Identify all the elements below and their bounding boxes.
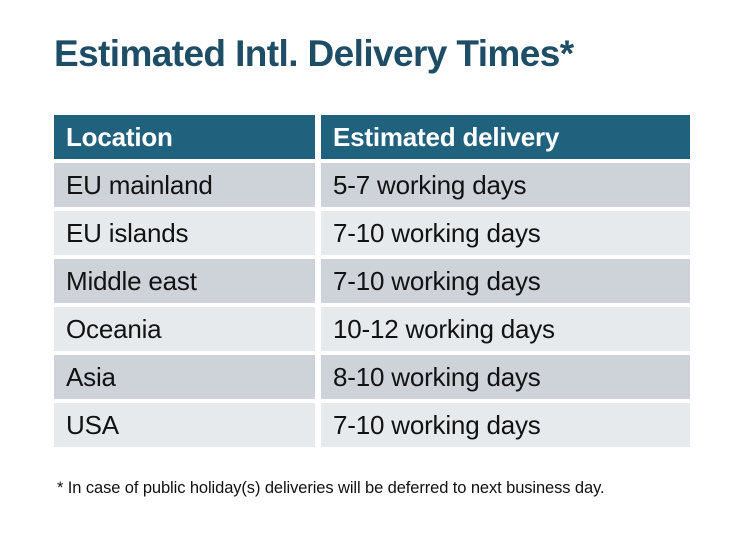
table-cell-delivery: 7-10 working days — [321, 403, 690, 447]
table-cell-delivery: 10-12 working days — [321, 307, 690, 351]
column-header-estimated-delivery: Estimated delivery — [321, 115, 690, 159]
delivery-times-table: Location Estimated delivery EU mainland … — [54, 115, 690, 447]
table-cell-location: EU mainland — [54, 163, 315, 207]
page-title: Estimated Intl. Delivery Times* — [54, 33, 574, 74]
column-header-location: Location — [54, 115, 315, 159]
table-cell-location: USA — [54, 403, 315, 447]
table-cell-delivery: 7-10 working days — [321, 259, 690, 303]
footnote: * In case of public holiday(s) deliverie… — [57, 479, 605, 497]
table-cell-location: Asia — [54, 355, 315, 399]
table-cell-delivery: 8-10 working days — [321, 355, 690, 399]
table-cell-delivery: 5-7 working days — [321, 163, 690, 207]
table-cell-location: Oceania — [54, 307, 315, 351]
table-cell-delivery: 7-10 working days — [321, 211, 690, 255]
table-cell-location: EU islands — [54, 211, 315, 255]
table-cell-location: Middle east — [54, 259, 315, 303]
